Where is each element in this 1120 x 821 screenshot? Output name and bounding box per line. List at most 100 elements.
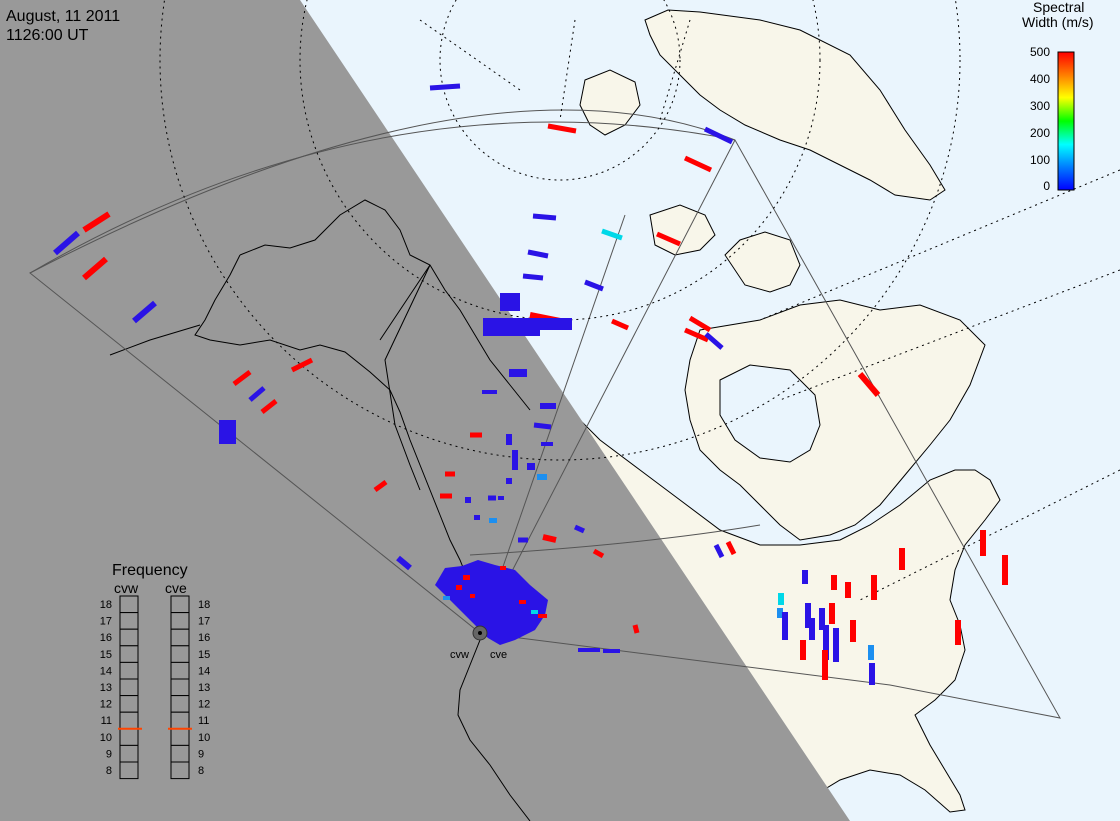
echo-segment <box>82 211 111 233</box>
colorbar-gradient <box>1057 51 1075 191</box>
frequency-scale-label: 14 <box>100 665 112 677</box>
meridian-2 <box>559 19 576 121</box>
baffin-part-land <box>724 231 801 293</box>
echo-segment <box>713 543 725 559</box>
lat-circle-1 <box>439 0 681 181</box>
frequency-cell <box>170 612 190 630</box>
frequency-radar-right: cve <box>165 580 187 596</box>
frequency-panel: Frequency cvw cve 18 18 17 17 16 16 15 15 14 14 13… <box>100 562 210 780</box>
frequency-cell <box>119 695 139 713</box>
echo-cell <box>538 614 547 618</box>
frequency-cell <box>170 711 190 730</box>
echo-layer <box>53 83 1008 685</box>
echo-cell <box>474 515 480 520</box>
echo-segment <box>601 228 623 241</box>
quebec-land <box>684 299 986 541</box>
night-region <box>0 0 850 821</box>
echo-cell <box>509 369 527 377</box>
frequency-scale-label: 18 <box>100 599 112 611</box>
echo-segment <box>688 315 712 333</box>
time-label: 1126:00 UT <box>6 27 89 44</box>
echo-cell <box>219 420 236 444</box>
frequency-cell <box>170 678 190 697</box>
fov-beam-cvw <box>479 214 626 634</box>
echo-segment <box>703 126 734 145</box>
echo-segment <box>592 548 605 559</box>
frequency-cell <box>170 595 190 614</box>
frequency-scale-label: 10 <box>100 732 112 744</box>
night-coastlines <box>109 199 531 821</box>
echo-segment <box>82 256 108 281</box>
west-coast <box>194 254 531 821</box>
echo-segment <box>573 524 586 534</box>
colorbar-tick: 300 <box>1030 99 1050 113</box>
island-land-1 <box>649 204 716 256</box>
echo-segment <box>542 534 557 543</box>
echo-segment <box>248 386 266 402</box>
meridian-1 <box>419 19 521 91</box>
frequency-cell <box>170 645 190 663</box>
lat-circle-3 <box>159 0 961 461</box>
frequency-cell <box>119 744 139 763</box>
echo-segment <box>610 318 630 331</box>
frequency-scale-label: 15 <box>100 649 112 661</box>
echo-segment <box>396 555 412 571</box>
meridian-5 <box>779 269 1120 401</box>
echo-segment <box>527 249 549 259</box>
echo-cell <box>465 497 471 503</box>
frequency-cell <box>170 661 190 680</box>
colorbar-tick: 400 <box>1030 72 1050 86</box>
greenland-land <box>644 9 946 201</box>
frequency-scale-label: 17 <box>100 616 112 628</box>
frequency-scale-label: 13 <box>100 682 112 694</box>
echo-cell <box>482 390 497 394</box>
frequency-cell <box>119 595 139 614</box>
echo-segment <box>725 540 737 556</box>
echo-cell <box>489 518 497 523</box>
frequency-scale-label: 13 <box>198 682 210 694</box>
meridian-6 <box>859 469 1120 601</box>
radar-site-center <box>478 631 482 635</box>
echo-segment <box>656 231 681 247</box>
colorbar: Spectral Width (m/s) 500 400 300 200 100… <box>1022 0 1094 193</box>
colorbar-title-1: Spectral <box>1033 0 1084 15</box>
colorbar-tick: 0 <box>1043 179 1050 193</box>
frequency-scale-label: 15 <box>198 649 210 661</box>
radar-label-cvw: cvw <box>450 649 469 661</box>
frequency-scale-label: 16 <box>198 632 210 644</box>
frequency-scale-label: 8 <box>106 765 112 777</box>
echo-cell <box>483 318 540 336</box>
echo-cell <box>500 293 520 311</box>
echo-cell <box>537 474 547 480</box>
meridian-4 <box>759 169 1120 321</box>
echo-cell <box>519 600 526 604</box>
frequency-scale-label: 18 <box>198 599 210 611</box>
frequency-scale-label: 10 <box>198 732 210 744</box>
echo-cell <box>527 463 535 470</box>
echo-cell <box>540 403 556 409</box>
frequency-radar-left: cvw <box>114 580 139 596</box>
echo-segment <box>522 273 544 281</box>
colorbar-tick: 200 <box>1030 126 1050 140</box>
echo-segment <box>547 123 577 134</box>
date-label: August, 11 2011 <box>6 8 120 25</box>
frequency-cell <box>170 728 190 746</box>
frequency-cell <box>119 761 139 780</box>
frequency-cell <box>119 645 139 663</box>
echo-segment <box>53 230 80 256</box>
frequency-cell <box>119 678 139 697</box>
frequency-scale-label: 16 <box>100 632 112 644</box>
frequency-title: Frequency <box>112 562 188 579</box>
echo-segment <box>684 327 709 343</box>
echo-cell <box>463 575 470 580</box>
yukon-border <box>384 264 431 491</box>
frequency-cell <box>119 728 139 746</box>
colorbar-tick: 500 <box>1030 45 1050 59</box>
echo-segment <box>260 399 278 414</box>
echo-segment <box>683 155 713 173</box>
frequency-cell <box>119 612 139 630</box>
echo-cell <box>456 585 462 590</box>
echo-segment <box>429 83 461 91</box>
frequency-scale-label: 17 <box>198 616 210 628</box>
